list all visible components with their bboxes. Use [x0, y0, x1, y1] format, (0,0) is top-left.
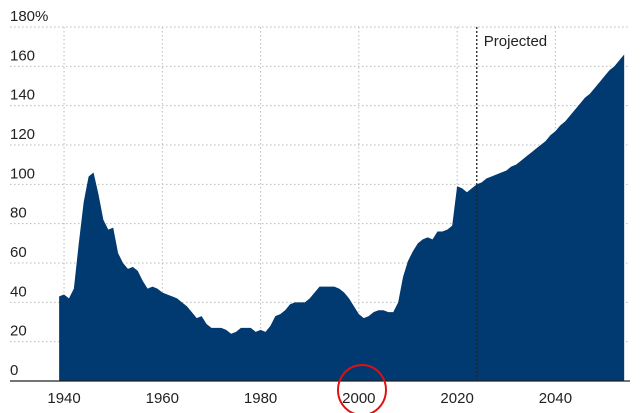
y-tick-label: 140 — [10, 87, 35, 104]
x-tick-label: 1960 — [146, 390, 179, 407]
x-tick-label: 1980 — [244, 390, 277, 407]
x-tick-label: 1940 — [47, 390, 80, 407]
y-tick-label: 60 — [10, 244, 27, 261]
area — [59, 54, 625, 382]
y-tick-label: 40 — [10, 283, 27, 300]
y-tick-label: 120 — [10, 126, 35, 143]
y-tick-label: 160 — [10, 47, 35, 64]
y-tick-label: 20 — [10, 323, 27, 340]
y-tick-label: 180% — [10, 8, 48, 25]
annotation: Projected — [484, 33, 547, 50]
x-tick-label: 2020 — [440, 390, 473, 407]
y-tick-label: 100 — [10, 165, 35, 182]
y-tick-label: 80 — [10, 205, 27, 222]
x-tick-label: 2000 — [342, 390, 375, 407]
highlight-circle — [337, 364, 387, 413]
y-tick-label: 0 — [10, 362, 18, 379]
x-tick-label: 2040 — [539, 390, 572, 407]
